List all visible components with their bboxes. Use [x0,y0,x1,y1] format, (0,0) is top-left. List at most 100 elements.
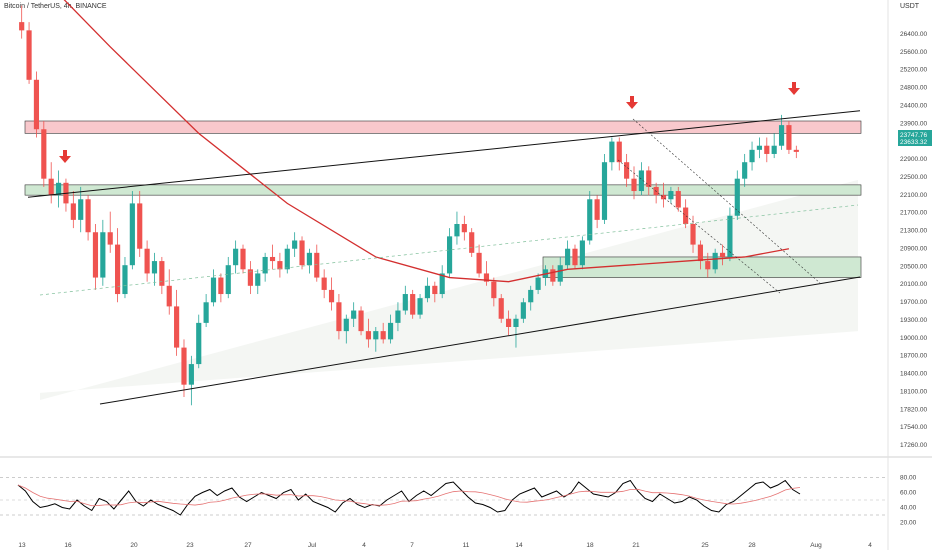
chart-title: Bitcoin / TetherUS, 4h, BINANCE [4,3,107,10]
candle-body [778,125,785,146]
price-tick-label: 21700.00 [900,210,927,217]
candle-body [410,294,416,315]
support-zone-upper [24,184,862,196]
candle-body [697,244,703,262]
candle-body [373,331,379,340]
candle-body [336,302,342,332]
time-tick-label: 16 [64,542,72,549]
candle-body [380,331,386,340]
candle-body [749,149,755,163]
candle-body [269,256,276,262]
currency-label: USDT [900,3,920,10]
candle-body [646,170,652,187]
candle-body [92,232,99,278]
candle-body [19,22,25,31]
channel-mid-line [39,204,859,296]
candle-body [742,162,748,179]
time-tick-label: 28 [748,542,756,549]
candle-body [579,240,585,266]
candle-body [343,318,349,332]
candle-body [535,277,541,290]
candle-body [469,232,475,253]
resistance-zone [24,120,862,134]
time-tick-label: Jul [308,542,317,549]
candle-body [306,252,312,266]
candle-body [454,224,460,237]
price-tick-label: 23900.00 [900,120,927,127]
price-tick-label: 22900.00 [900,156,927,163]
candle-body [33,79,40,130]
time-tick-label: 7 [410,542,414,549]
price-tick-label: 19300.00 [900,317,927,324]
candle-body [166,285,172,307]
candle-body [159,261,165,286]
time-tick-label: 21 [632,542,640,549]
channel-lower-line [99,276,861,405]
price-tick-label: 25600.00 [900,49,927,56]
candle-body [439,273,445,295]
candle-body [498,298,504,319]
candle-body [70,203,76,220]
candle-body [756,145,763,150]
candle-body [365,331,372,340]
candle-body [424,285,431,299]
candle-body [565,248,571,266]
price-tick-label: 26400.00 [900,31,927,38]
candle-body [446,236,453,274]
candle-body [174,306,180,348]
candle-body [151,261,158,274]
candle-body [299,240,305,266]
candle-body [55,182,62,196]
trend-line-lower [617,159,781,294]
candle-body [203,302,209,323]
candle-body [417,298,423,315]
time-tick-label: 23 [186,542,194,549]
time-tick-label: Aug [810,542,822,549]
time-tick-label: 18 [586,542,594,549]
candle-body [690,224,696,245]
candle-body [786,125,792,150]
rsi-tick-label: 40.00 [900,505,917,512]
candle-body [41,129,47,179]
price-tick-label: 19000.00 [900,335,927,342]
rsi-tick-label: 20.00 [900,520,917,527]
candle-body [719,252,726,257]
time-tick-label: 4 [362,542,366,549]
price-tick-label: 20900.00 [900,245,927,252]
candle-body [48,178,54,196]
candle-body [705,261,711,270]
channel-fill [40,179,858,400]
candle-body [609,141,615,163]
candle-body [78,199,84,220]
candle-body [601,162,608,220]
candle-body [358,310,364,332]
price-tick-label: 21300.00 [900,228,927,235]
time-tick-label: 27 [244,542,252,549]
candle-body [771,145,777,154]
candle-body [387,322,394,340]
price-tick-label: 18100.00 [900,388,927,395]
candle-body [432,285,438,295]
candle-body [476,252,482,274]
candle-body [520,302,526,319]
candle-body [26,30,32,80]
candle-body [675,191,681,208]
candle-body [483,273,490,282]
candle-body [764,145,770,154]
price-tick-label: 20100.00 [900,281,927,288]
candle-body [351,310,357,319]
candle-body [461,224,467,233]
channel-upper-line [27,110,861,198]
candle-body [668,191,674,200]
price-tick-label: 18400.00 [900,371,927,378]
price-tick-label: 19700.00 [900,299,927,306]
time-tick-label: 4 [868,542,872,549]
candle-body [210,277,217,303]
candle-body [395,310,401,323]
candle-body [181,347,187,385]
candles-layer [19,5,799,406]
candle-body [712,252,718,270]
candle-body [793,149,799,152]
rsi-tick-label: 80.00 [900,475,917,482]
